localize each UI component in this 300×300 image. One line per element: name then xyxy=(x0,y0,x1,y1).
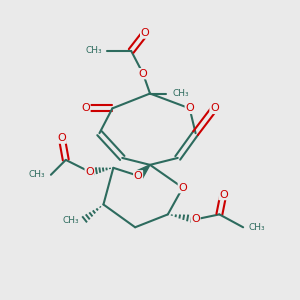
Text: O: O xyxy=(191,214,200,224)
Text: CH₃: CH₃ xyxy=(85,46,102,56)
Text: CH₃: CH₃ xyxy=(248,223,265,232)
Polygon shape xyxy=(134,165,150,180)
Text: O: O xyxy=(210,103,219,113)
Text: O: O xyxy=(141,28,149,38)
Text: O: O xyxy=(219,190,228,200)
Text: CH₃: CH₃ xyxy=(63,216,79,225)
Text: O: O xyxy=(178,183,187,193)
Text: O: O xyxy=(57,133,66,143)
Text: O: O xyxy=(85,167,94,177)
Text: O: O xyxy=(139,69,147,79)
Text: CH₃: CH₃ xyxy=(172,89,189,98)
Text: O: O xyxy=(185,103,194,113)
Text: O: O xyxy=(81,103,90,113)
Text: CH₃: CH₃ xyxy=(29,170,46,179)
Text: O: O xyxy=(134,171,142,181)
